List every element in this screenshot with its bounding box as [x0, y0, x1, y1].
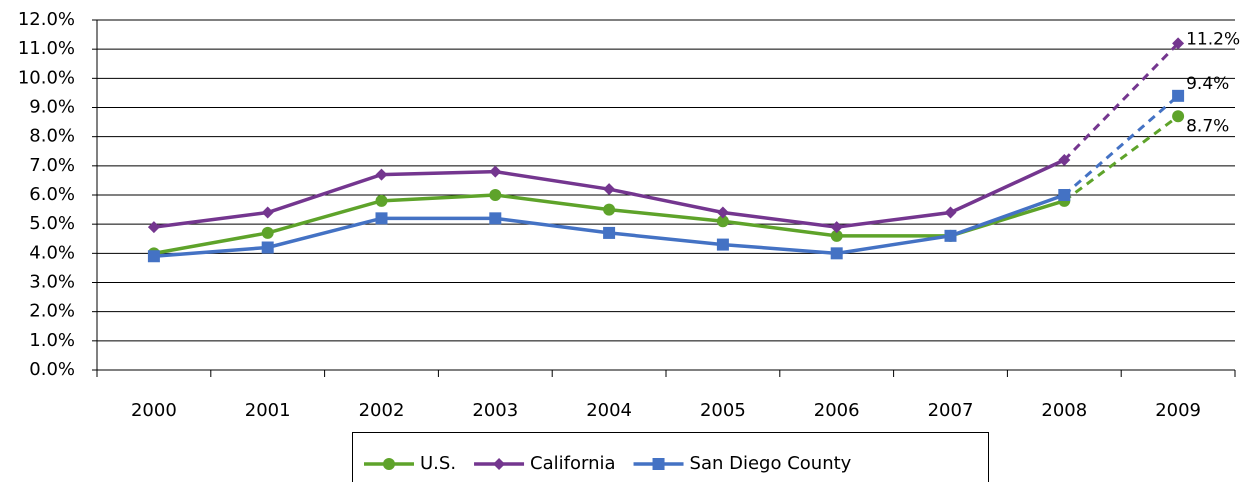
y-tick-label: 6.0%: [29, 184, 75, 205]
x-tick-label: 2006: [814, 400, 860, 421]
legend-label: San Diego County: [690, 453, 852, 474]
marker: [375, 168, 388, 181]
data-label: 9.4%: [1186, 74, 1229, 94]
marker: [716, 215, 729, 228]
marker: [603, 183, 616, 196]
marker: [716, 238, 729, 251]
marker: [1172, 37, 1185, 50]
y-tick-label: 8.0%: [29, 126, 75, 147]
marker: [1058, 189, 1071, 201]
y-tick-label: 3.0%: [29, 272, 75, 293]
y-tick-label: 12.0%: [18, 9, 75, 30]
y-tick-label: 9.0%: [29, 97, 75, 118]
series-projection: [1063, 94, 1180, 197]
y-tick-label: 10.0%: [18, 67, 75, 88]
x-tick-label: 2001: [245, 400, 291, 421]
x-tick-label: 2002: [359, 400, 405, 421]
y-tick-label: 7.0%: [29, 155, 75, 176]
marker: [830, 221, 843, 234]
marker: [489, 165, 502, 178]
marker: [944, 229, 957, 242]
marker: [830, 229, 843, 242]
y-tick-label: 5.0%: [29, 213, 75, 234]
marker: [375, 212, 388, 225]
legend-label: California: [530, 453, 615, 474]
series-projection: [1063, 42, 1180, 162]
marker: [493, 458, 506, 470]
legend: U.S. California San Diego County: [352, 432, 989, 482]
data-label: 8.7%: [1186, 116, 1229, 136]
marker: [944, 206, 957, 219]
marker: [383, 458, 395, 470]
x-tick-label: 2003: [472, 400, 518, 421]
x-tick-label: 2008: [1041, 400, 1087, 421]
marker: [603, 203, 616, 216]
marker: [489, 212, 502, 225]
marker: [147, 221, 160, 234]
data-label: 11.2%: [1186, 29, 1240, 49]
x-tick-label: 2005: [700, 400, 746, 421]
marker: [375, 194, 388, 207]
legend-label: U.S.: [420, 453, 456, 474]
marker: [261, 226, 274, 239]
marker: [830, 247, 843, 260]
marker: [489, 189, 502, 201]
marker: [1172, 89, 1185, 102]
y-tick-label: 11.0%: [18, 38, 75, 59]
x-tick-label: 2009: [1155, 400, 1201, 421]
marker: [147, 250, 160, 263]
marker: [716, 206, 729, 219]
marker: [652, 458, 665, 470]
x-tick-label: 2004: [586, 400, 632, 421]
marker: [603, 226, 616, 239]
series-projection: [1063, 115, 1179, 203]
y-tick-label: 2.0%: [29, 301, 75, 322]
x-tick-label: 2000: [131, 400, 177, 421]
marker: [261, 241, 274, 254]
y-tick-label: 1.0%: [29, 330, 75, 351]
marker: [1058, 154, 1071, 166]
marker: [1172, 110, 1185, 123]
x-tick-label: 2007: [928, 400, 974, 421]
marker: [261, 206, 274, 219]
legend-box: [352, 432, 989, 482]
y-tick-label: 0.0%: [29, 359, 75, 380]
y-tick-label: 4.0%: [29, 242, 75, 263]
